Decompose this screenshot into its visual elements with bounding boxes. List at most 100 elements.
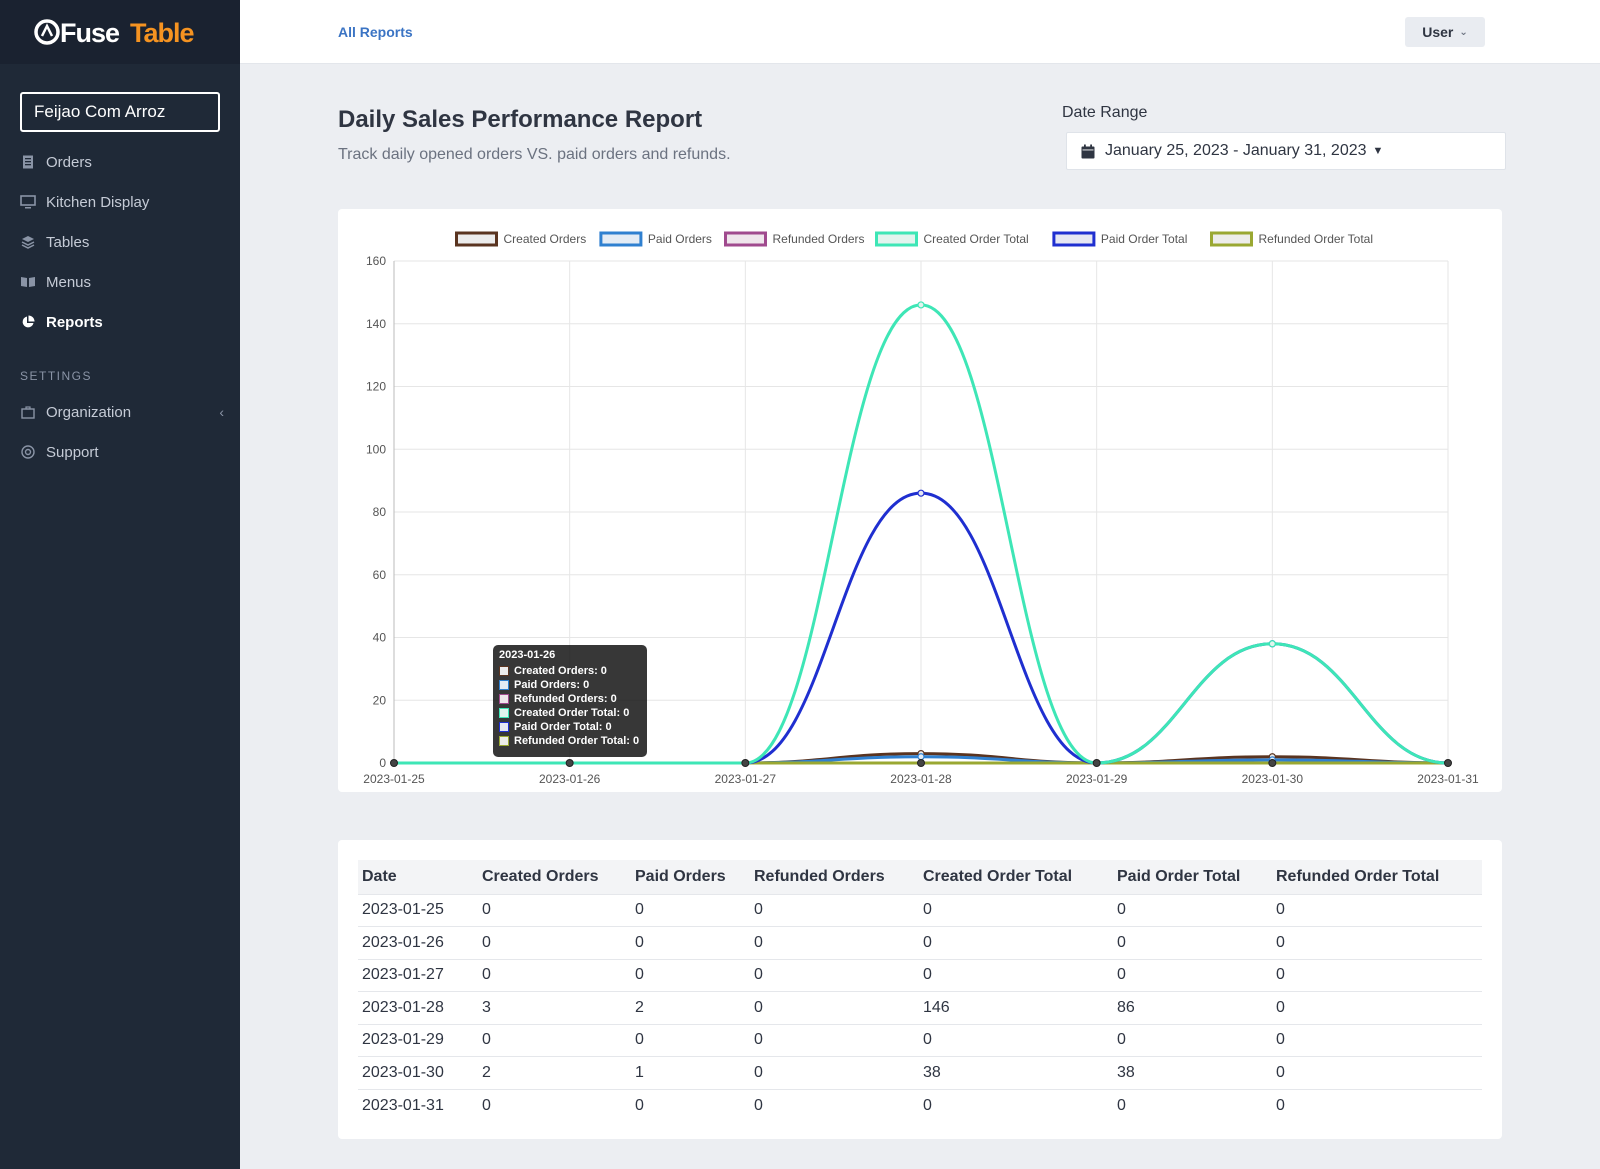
monitor-icon (20, 194, 36, 210)
legend-label: Paid Orders (648, 232, 712, 246)
table-cell: 0 (478, 926, 631, 959)
table-cell: 2023-01-29 (358, 1023, 478, 1057)
sidebar-item-support[interactable]: Support (0, 432, 240, 472)
y-tick-label: 80 (373, 505, 387, 519)
sidebar-item-reports[interactable]: Reports (0, 302, 240, 342)
tooltip-row-text: Paid Orders: 0 (514, 679, 590, 691)
organization-name: Feijao Com Arroz (34, 102, 166, 121)
sidebar-item-label: Tables (46, 233, 90, 251)
baseline-point (741, 759, 750, 767)
tooltip-row: Refunded Order Total: 0 (499, 734, 641, 748)
logo[interactable]: Fuse Table (0, 0, 240, 64)
tooltip-swatch (499, 708, 509, 718)
sidebar-item-label: Support (46, 443, 99, 461)
tooltip-row-text: Refunded Orders: 0 (514, 693, 617, 705)
sidebar: Fuse Table Feijao Com Arroz Orders Kitch… (0, 0, 240, 1169)
date-range-label: Date Range (1062, 104, 1148, 121)
tooltip-swatch (499, 694, 509, 704)
table-cell: 0 (631, 958, 750, 992)
topbar: All Reports User ⌄ (240, 0, 1600, 64)
table-cell: 0 (1272, 893, 1482, 927)
user-menu-button[interactable]: User ⌄ (1405, 17, 1485, 47)
table-cell: 0 (1113, 958, 1272, 992)
legend-label: Refunded Orders (773, 232, 865, 246)
table-cell: 0 (750, 991, 919, 1024)
tooltip-row: Created Orders: 0 (499, 664, 641, 678)
sidebar-item-label: Reports (46, 313, 103, 331)
sidebar-item-menus[interactable]: Menus (0, 262, 240, 302)
table-cell: 0 (750, 1023, 919, 1057)
legend-swatch (455, 231, 498, 247)
table-cell: 0 (478, 1023, 631, 1057)
table-cell: 3 (478, 991, 631, 1024)
table-cell: 0 (478, 893, 631, 927)
table-cell: 2023-01-28 (358, 991, 478, 1024)
tooltip-row: Paid Order Total: 0 (499, 720, 641, 734)
table-cell: 2023-01-27 (358, 958, 478, 992)
y-tick-label: 160 (366, 254, 386, 268)
table-cell: 0 (478, 958, 631, 992)
data-point (917, 301, 925, 309)
legend-label: Paid Order Total (1101, 232, 1188, 246)
tooltip-swatch (499, 736, 509, 746)
table-cell: 2 (478, 1056, 631, 1089)
sidebar-item-orders[interactable]: Orders (0, 142, 240, 182)
sidebar-item-label: Menus (46, 273, 92, 291)
table-cell: 0 (631, 1023, 750, 1057)
baseline-point (565, 759, 574, 767)
briefcase-icon (20, 404, 36, 420)
chevron-down-icon: ⌄ (1459, 26, 1468, 38)
tooltip-swatch (499, 680, 509, 690)
table-row: 2023-01-25 0 0 0 0 0 0 (358, 893, 1482, 927)
legend-label: Created Orders (504, 232, 587, 246)
organization-selector[interactable]: Feijao Com Arroz (20, 92, 220, 132)
table-cell: 0 (919, 926, 1113, 959)
sales-line-chart[interactable]: 0 20 40 60 80 100 120 140 160 2023-01-25 2023-01-2… (338, 209, 1502, 792)
breadcrumb-all-reports[interactable]: All Reports (338, 24, 413, 40)
brand-prefix: Fuse (60, 18, 120, 48)
report-table: Date Created Orders Paid Orders Refunded… (358, 860, 1482, 1122)
date-range-value: January 25, 2023 - January 31, 2023 (1105, 142, 1367, 159)
column-header: Paid Order Total (1113, 860, 1272, 894)
table-cell: 146 (919, 991, 1113, 1024)
caret-down-icon: ▼ (1372, 145, 1384, 157)
book-icon (20, 274, 36, 290)
calendar-icon (1081, 144, 1095, 159)
data-point (1268, 640, 1276, 648)
legend-swatch (875, 231, 918, 247)
sidebar-item-kitchen-display[interactable]: Kitchen Display (0, 182, 240, 222)
table-cell: 0 (1272, 1088, 1482, 1122)
sidebar-item-tables[interactable]: Tables (0, 222, 240, 262)
legend-swatch (1210, 231, 1253, 247)
legend-swatch (724, 231, 767, 247)
table-cell: 0 (750, 1088, 919, 1122)
table-cell: 0 (750, 893, 919, 927)
table-cell: 0 (750, 958, 919, 992)
table-cell: 0 (478, 1088, 631, 1122)
table-cell: 0 (631, 1088, 750, 1122)
legend-swatch (599, 231, 643, 247)
baseline-point (1092, 759, 1101, 767)
baseline-point (1444, 759, 1452, 767)
column-header: Created Order Total (919, 860, 1113, 894)
column-header: Refunded Orders (750, 860, 919, 894)
table-cell: 0 (1113, 1023, 1272, 1057)
tooltip-swatch (499, 666, 509, 676)
baseline-point (917, 759, 925, 767)
column-header: Refunded Order Total (1272, 860, 1482, 894)
table-cell: 0 (1272, 926, 1482, 959)
tooltip-row-text: Paid Order Total: 0 (514, 721, 612, 733)
table-cell: 0 (919, 1023, 1113, 1057)
chevron-left-icon: ‹ (219, 404, 224, 420)
date-range-picker[interactable]: January 25, 2023 - January 31, 2023 ▼ (1066, 132, 1506, 170)
table-cell: 0 (631, 926, 750, 959)
sidebar-item-organization[interactable]: Organization ‹ (0, 392, 240, 432)
table-row: 2023-01-28 3 2 0 146 86 0 (358, 991, 1482, 1024)
table-cell: 2023-01-25 (358, 893, 478, 927)
x-tick-label: 2023-01-30 (1242, 772, 1304, 786)
baseline-point (1268, 759, 1277, 767)
receipt-icon (20, 154, 36, 170)
table-cell: 0 (750, 926, 919, 959)
table-cell: 0 (1113, 926, 1272, 959)
layers-icon (20, 234, 36, 250)
